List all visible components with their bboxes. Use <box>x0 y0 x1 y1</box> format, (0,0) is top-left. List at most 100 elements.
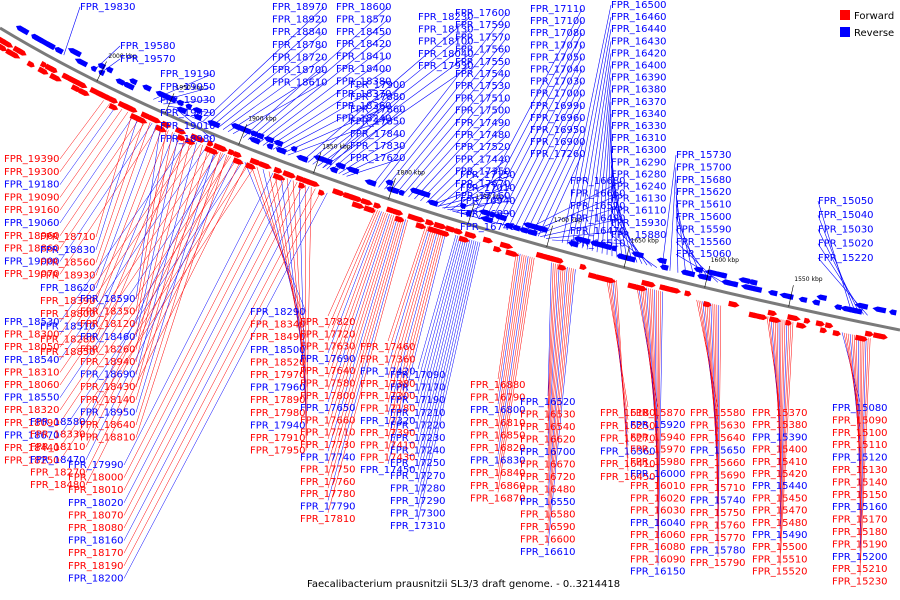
gene-label: FPR_15180 <box>832 527 888 538</box>
leader-line <box>610 278 629 433</box>
gene-label: FPR_15400 <box>752 445 808 456</box>
forward-gene-arrow <box>249 157 263 166</box>
gene-label: FPR_15680 <box>676 175 732 186</box>
gene-label: FPR_17640 <box>300 366 356 377</box>
reverse-gene-arrow <box>166 95 178 104</box>
kbp-tick-label: 1600 kbp <box>711 257 739 264</box>
gene-label: FPR_19090 <box>4 192 60 203</box>
gene-label: FPR_16110 <box>611 206 667 217</box>
kbp-tick-label: 1750 kbp <box>476 194 504 201</box>
forward-gene-arrow <box>285 171 296 179</box>
reverse-gene-arrow <box>142 84 152 92</box>
gene-label: FPR_17410 <box>360 440 416 451</box>
forward-gene-arrow <box>702 301 712 308</box>
gene-label: FPR_16000 <box>630 469 686 480</box>
reverse-gene-arrow <box>266 143 274 150</box>
gene-label: FPR_17520 <box>455 142 511 153</box>
gene-label: FPR_17900 <box>350 80 406 91</box>
gene-label: FPR_18840 <box>272 27 328 38</box>
gene-label: FPR_15020 <box>818 239 874 250</box>
kbp-tick-label: 1700 kbp <box>554 217 582 224</box>
gene-label: FPR_17430 <box>360 453 416 464</box>
reverse-gene-arrow <box>329 166 339 174</box>
leader-line <box>547 266 566 484</box>
gene-label: FPR_19570 <box>120 54 176 65</box>
gene-label: FPR_15870 <box>630 408 686 419</box>
reverse-gene-arrow <box>364 179 377 187</box>
gene-label: FPR_17630 <box>300 342 356 353</box>
forward-gene-arrow <box>492 245 502 253</box>
forward-gene-arrow <box>796 322 807 329</box>
forward-gene-arrow <box>635 284 648 292</box>
gene-label: FPR_17570 <box>455 32 511 43</box>
reverse-gene-arrow <box>129 78 138 86</box>
gene-label: FPR_15930 <box>611 218 667 229</box>
leader-line <box>59 103 111 172</box>
reverse-gene-arrow <box>248 137 261 145</box>
leader-line <box>497 252 517 380</box>
gene-label: FPR_15780 <box>690 546 746 557</box>
reverse-gene-arrow <box>427 199 439 207</box>
forward-gene-arrow <box>37 66 49 75</box>
leader-line <box>135 152 221 426</box>
forward-gene-arrow <box>350 194 363 202</box>
gene-label: FPR_16360 <box>600 446 656 457</box>
leader-line <box>779 321 792 554</box>
gene-label: FPR_16310 <box>611 133 667 144</box>
leader-line <box>262 169 307 350</box>
forward-gene-arrow <box>392 208 404 216</box>
gene-label: FPR_17880 <box>350 92 406 103</box>
gene-label: FPR_15710 <box>690 483 746 494</box>
leader-line <box>252 31 389 142</box>
gene-label: FPR_19160 <box>4 205 60 216</box>
gene-label: FPR_18530 <box>4 317 60 328</box>
forward-gene-arrow <box>767 309 778 317</box>
leader-line <box>390 49 508 192</box>
leader-line <box>675 192 687 275</box>
gene-label: FPR_17500 <box>455 106 511 117</box>
reverse-gene-arrow <box>591 241 605 249</box>
gene-label: FPR_18370 <box>336 89 392 100</box>
forward-gene-arrow <box>442 230 450 237</box>
leader-line <box>59 148 213 373</box>
reverse-gene-arrow <box>511 224 521 232</box>
leader-line <box>591 77 612 251</box>
forward-gene-arrow <box>351 201 365 209</box>
leader-line <box>123 188 316 554</box>
gene-label: FPR_18550 <box>4 393 60 404</box>
forward-gene-arrow <box>227 148 235 156</box>
gene-label: FPR_16600 <box>520 535 576 546</box>
gene-label: FPR_16940 <box>460 196 516 207</box>
legend-reverse-swatch <box>840 27 850 37</box>
gene-label: FPR_17220 <box>390 420 446 431</box>
gene-label: FPR_18200 <box>68 573 124 584</box>
gene-label: FPR_17200 <box>360 391 416 402</box>
gene-label: FPR_17750 <box>300 465 356 476</box>
gene-label: FPR_19020 <box>160 108 216 119</box>
leader-line <box>669 167 677 271</box>
kbp-tick-mark <box>467 202 475 225</box>
gene-label: FPR_16540 <box>520 422 576 433</box>
leader-line <box>581 53 612 249</box>
gene-label: FPR_17190 <box>390 395 446 406</box>
forward-gene-arrow <box>216 144 228 152</box>
gene-label: FPR_17350 <box>455 167 511 178</box>
reverse-gene-arrow <box>480 216 494 224</box>
forward-gene-arrow <box>70 84 82 92</box>
gene-label: FPR_19010 <box>160 121 216 132</box>
leader-line <box>59 117 141 236</box>
leader-line <box>497 257 535 493</box>
gene-label: FPR_15600 <box>676 212 732 223</box>
forward-gene-arrow <box>1 39 14 48</box>
gene-label: FPR_15190 <box>832 539 888 550</box>
leader-line <box>547 268 574 534</box>
leader-line <box>513 93 583 230</box>
leader-line <box>95 113 133 238</box>
leader-line <box>522 180 623 232</box>
kbp-tick-mark <box>164 93 175 114</box>
reverse-gene-arrow <box>90 65 98 73</box>
leader-line <box>123 172 274 466</box>
forward-gene-arrow <box>424 219 435 226</box>
reverse-gene-arrow <box>249 130 259 138</box>
leader-line <box>519 105 583 232</box>
